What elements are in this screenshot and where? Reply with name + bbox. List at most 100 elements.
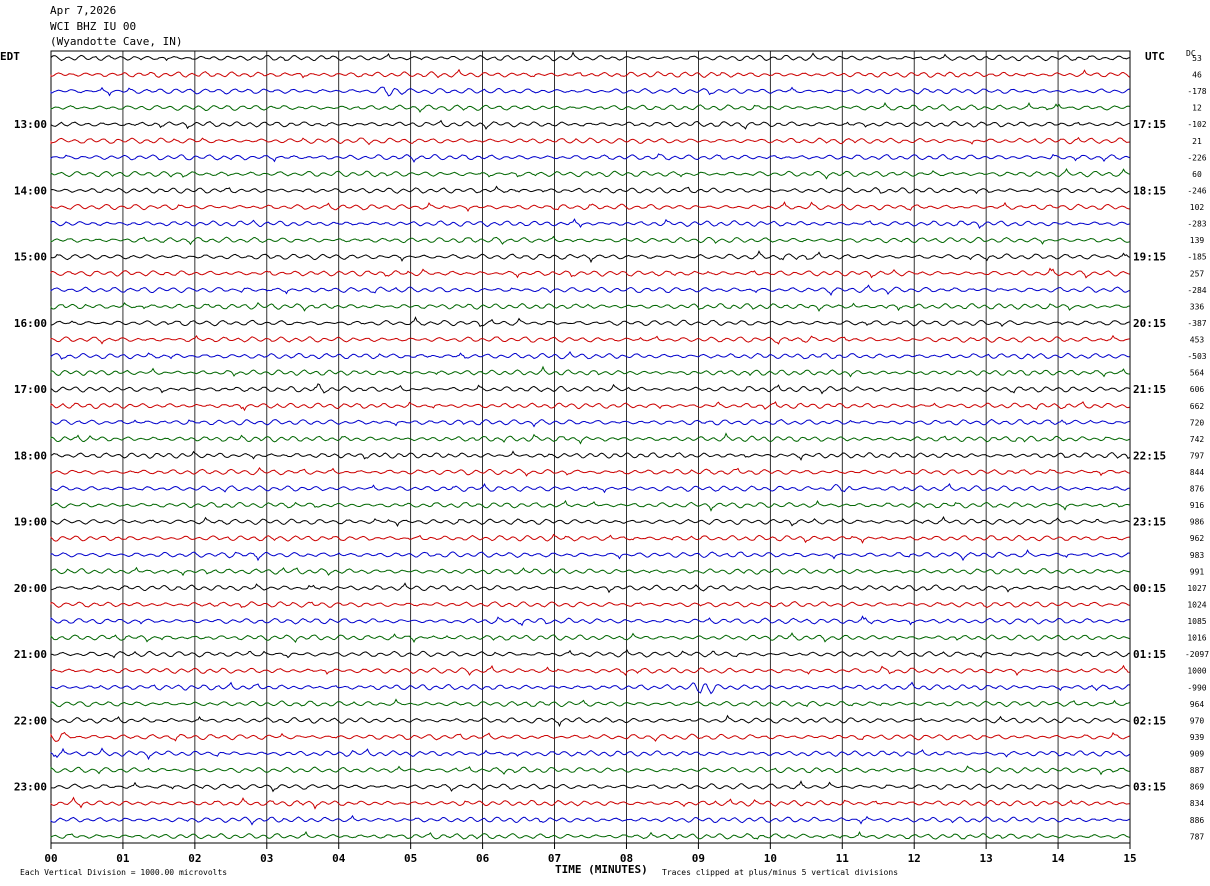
utc-hour-label: 18:15 bbox=[1133, 184, 1166, 197]
edt-hour-label: 20:00 bbox=[14, 582, 47, 595]
trace-line bbox=[50, 664, 1130, 677]
trace-line bbox=[50, 185, 1130, 195]
dc-offset-label: -185 bbox=[1187, 253, 1206, 262]
dc-offset-label: 1024 bbox=[1187, 600, 1206, 609]
dc-offset-label: 1016 bbox=[1187, 634, 1206, 643]
dc-offset-label: -990 bbox=[1187, 683, 1206, 692]
dc-offset-label: 257 bbox=[1190, 269, 1205, 278]
dc-offset-label: 964 bbox=[1190, 700, 1205, 709]
edt-hour-label: 19:00 bbox=[14, 516, 47, 529]
trace-line bbox=[50, 796, 1130, 810]
utc-hour-label: 01:15 bbox=[1133, 648, 1166, 661]
x-tick-label: 09 bbox=[692, 852, 705, 865]
dc-offset-label: 869 bbox=[1190, 783, 1205, 792]
utc-hour-label: 20:15 bbox=[1133, 317, 1166, 330]
trace-line bbox=[50, 601, 1130, 608]
x-tick-label: 07 bbox=[548, 852, 561, 865]
dc-offset-label: 909 bbox=[1190, 750, 1205, 759]
utc-hour-label: 22:15 bbox=[1133, 449, 1166, 462]
trace-line bbox=[50, 101, 1130, 113]
trace-line bbox=[50, 235, 1130, 246]
trace-line bbox=[50, 383, 1130, 395]
edt-hour-label: 17:00 bbox=[14, 383, 47, 396]
trace-line bbox=[50, 780, 1130, 793]
trace-line bbox=[50, 401, 1130, 412]
trace-line bbox=[50, 747, 1130, 761]
footer-scale-note: Each Vertical Division = 1000.00 microvo… bbox=[20, 868, 228, 877]
dc-offset-label: 606 bbox=[1190, 385, 1205, 394]
trace-line bbox=[50, 86, 1130, 97]
trace-line bbox=[50, 765, 1130, 776]
dc-offset-label: 453 bbox=[1190, 336, 1205, 345]
dc-offset-label: -102 bbox=[1187, 120, 1206, 129]
dc-offset-label: 797 bbox=[1190, 451, 1205, 460]
dc-offset-label: -2097 bbox=[1185, 650, 1209, 659]
x-tick-label: 15 bbox=[1123, 852, 1136, 865]
trace-line bbox=[50, 615, 1130, 627]
trace-line bbox=[50, 418, 1130, 428]
dc-offset-label: 139 bbox=[1190, 236, 1205, 245]
trace-line bbox=[50, 582, 1130, 594]
trace-line bbox=[50, 119, 1130, 130]
utc-hour-label: 19:15 bbox=[1133, 251, 1166, 264]
x-tick-label: 08 bbox=[620, 852, 633, 865]
trace-line bbox=[50, 167, 1130, 180]
dc-offset-label: 102 bbox=[1190, 203, 1205, 212]
trace-line bbox=[50, 549, 1130, 562]
trace-line bbox=[50, 51, 1130, 62]
x-tick-label: 13 bbox=[980, 852, 993, 865]
utc-hour-label: 03:15 bbox=[1133, 781, 1166, 794]
dc-offset-label: 834 bbox=[1190, 799, 1205, 808]
dc-offset-label: 12 bbox=[1192, 104, 1202, 113]
utc-hour-label: 02:15 bbox=[1133, 714, 1166, 727]
dc-offset-label: -226 bbox=[1187, 153, 1206, 162]
edt-hour-label: 13:00 bbox=[14, 118, 47, 131]
dc-offset-label: 720 bbox=[1190, 418, 1205, 427]
edt-hour-label: 14:00 bbox=[14, 184, 47, 197]
dc-offset-label: -283 bbox=[1187, 220, 1206, 229]
dc-offset-label: 1027 bbox=[1187, 584, 1206, 593]
trace-line bbox=[50, 714, 1130, 728]
trace-line bbox=[50, 632, 1130, 644]
dc-offset-label: 1085 bbox=[1187, 617, 1206, 626]
date-label: Apr 7,2026 bbox=[50, 4, 117, 17]
dc-offset-label: 983 bbox=[1190, 551, 1205, 560]
x-tick-label: 06 bbox=[476, 852, 490, 865]
edt-hour-label: 23:00 bbox=[14, 781, 47, 794]
x-tick-label: 11 bbox=[836, 852, 850, 865]
trace-line bbox=[50, 450, 1130, 461]
plot-frame bbox=[50, 50, 1131, 844]
dc-label: DC bbox=[1186, 49, 1196, 58]
trace-line bbox=[50, 218, 1130, 229]
trace-line bbox=[50, 533, 1130, 544]
dc-offset-label: 336 bbox=[1190, 302, 1205, 311]
station-label: WCI BHZ IU 00 bbox=[50, 20, 137, 33]
utc-hour-label: 17:15 bbox=[1133, 118, 1166, 131]
trace-line bbox=[50, 516, 1130, 527]
dc-offset-label: -178 bbox=[1187, 87, 1206, 96]
trace-line bbox=[50, 153, 1130, 163]
x-tick-label: 12 bbox=[908, 852, 921, 865]
dc-offset-label: 787 bbox=[1190, 832, 1205, 841]
trace-line bbox=[50, 566, 1130, 577]
trace-line bbox=[50, 467, 1130, 477]
dc-offset-label: 939 bbox=[1190, 733, 1205, 742]
trace-line bbox=[50, 316, 1130, 328]
dc-offset-label: 60 bbox=[1192, 170, 1202, 179]
location-label: (Wyandotte Cave, IN) bbox=[50, 35, 183, 48]
dc-offset-label: 21 bbox=[1192, 137, 1202, 146]
utc-hour-label: 23:15 bbox=[1133, 516, 1166, 529]
edt-hour-label: 22:00 bbox=[14, 714, 47, 727]
edt-hour-label: 21:00 bbox=[14, 648, 47, 661]
trace-line bbox=[50, 334, 1130, 345]
dc-offset-label: 662 bbox=[1190, 402, 1205, 411]
dc-offset-label: 962 bbox=[1190, 534, 1205, 543]
x-tick-label: 01 bbox=[116, 852, 130, 865]
trace-line bbox=[50, 351, 1130, 360]
trace-line bbox=[50, 499, 1130, 512]
dc-offset-label: -387 bbox=[1187, 319, 1206, 328]
trace-line bbox=[50, 681, 1130, 695]
dc-offset-label: 986 bbox=[1190, 518, 1205, 527]
edt-hour-label: 18:00 bbox=[14, 449, 47, 462]
